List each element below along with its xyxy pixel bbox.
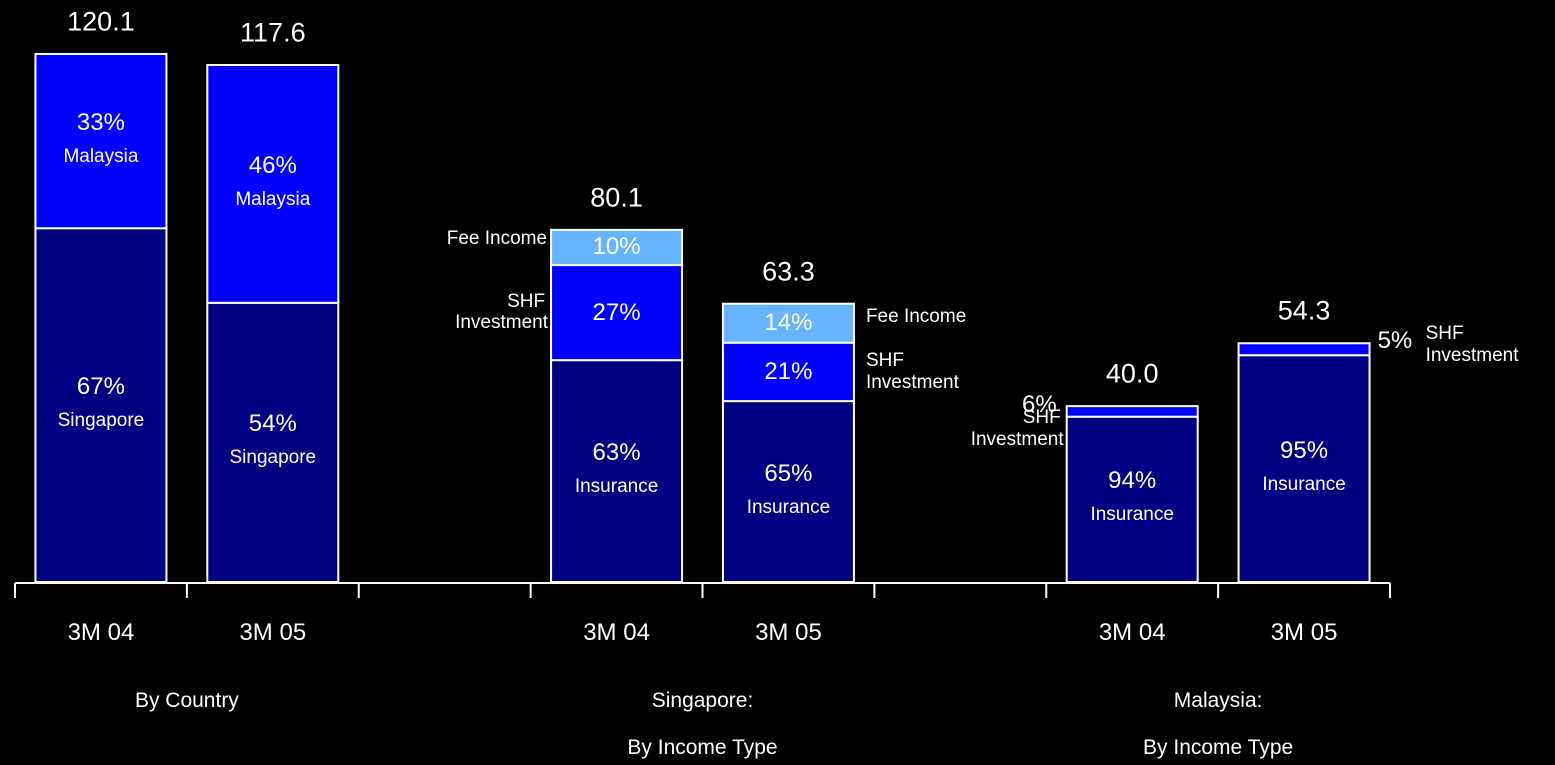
segment-value: 94% [1108, 467, 1157, 495]
segment-name: Malaysia [63, 146, 139, 168]
segment-value: 27% [592, 298, 641, 326]
total-label: 80.1 [590, 182, 643, 213]
segment-value: 67% [76, 373, 125, 401]
segment-value: 21% [764, 358, 813, 386]
bar-segment [206, 63, 340, 304]
segment-name: SHF Investment [865, 350, 959, 393]
segment-value: 63% [592, 439, 641, 467]
bar-segment [34, 53, 168, 230]
x-tick-label: 3M 05 [755, 619, 822, 647]
x-tick-label: 3M 04 [67, 619, 135, 647]
segment-name: Insurance [1090, 504, 1174, 526]
bar-segment [1065, 405, 1199, 418]
bar-segment [1237, 342, 1371, 357]
segment-value: 65% [764, 459, 813, 487]
x-tick-label: 3M 04 [1098, 619, 1166, 647]
segment-name: SHF Investment [1425, 323, 1519, 367]
segment-value: 33% [76, 109, 125, 137]
segment-name: Fee Income [446, 228, 548, 250]
total-label: 63.3 [762, 256, 815, 287]
segment-value: 54% [248, 410, 297, 438]
bar-segment [550, 264, 684, 362]
bar-segment [721, 302, 855, 344]
bar-segment [550, 359, 684, 583]
x-tick-label: 3M 04 [583, 619, 650, 647]
segment-value: 14% [764, 309, 813, 337]
segment-name: SHF Investment [970, 407, 1064, 451]
x-tick-label: 3M 05 [239, 619, 307, 647]
segment-name: Insurance [1262, 473, 1346, 495]
total-label: 40.0 [1105, 358, 1159, 389]
bar-segment [1237, 354, 1371, 584]
bar-segment [1065, 415, 1199, 583]
group-label: Malaysia: [1173, 688, 1263, 712]
bar-segment [721, 400, 855, 583]
segment-value: 10% [592, 233, 641, 261]
group-label: By Income Type [627, 735, 778, 759]
segment-name: Malaysia [235, 188, 311, 210]
bar-segment [550, 228, 684, 267]
segment-value: 5% [1377, 327, 1413, 355]
x-tick-label: 3M 05 [1270, 619, 1338, 647]
segment-name: Singapore [57, 410, 145, 432]
group-label: By Country [134, 688, 239, 712]
total-label: 54.3 [1277, 295, 1331, 326]
segment-value: 46% [248, 152, 297, 180]
segment-value: 95% [1280, 436, 1329, 464]
group-label: Singapore: [651, 688, 754, 712]
bar-segment [34, 227, 168, 584]
segment-value: 6% [1022, 391, 1057, 419]
segment-name: Singapore [229, 447, 317, 469]
total-label: 120.1 [67, 6, 135, 37]
total-label: 117.6 [240, 17, 306, 48]
segment-name: SHF Investment [455, 290, 548, 334]
group-label: By Income Type [1143, 735, 1294, 759]
segment-name: Fee Income [865, 306, 967, 328]
segment-name: Insurance [746, 496, 831, 518]
bar-segment [206, 301, 340, 583]
bar-segment [721, 341, 855, 403]
segment-name: Insurance [574, 476, 659, 498]
